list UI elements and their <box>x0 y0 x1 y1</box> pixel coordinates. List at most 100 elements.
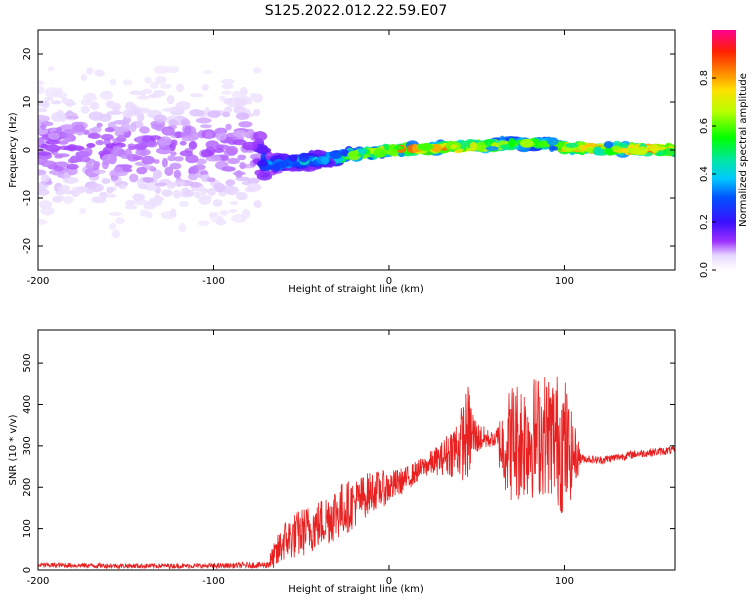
heatmap-cell <box>128 146 136 151</box>
heatmap-cell <box>234 98 248 107</box>
heatmap-cell <box>160 83 172 89</box>
heatmap-cell <box>254 169 264 176</box>
heatmap-cell <box>129 173 139 183</box>
y-tick-label: 300 <box>22 436 33 455</box>
heatmap-cell <box>38 136 44 146</box>
snr-y-label: SNR (10 * v/v) <box>8 414 19 485</box>
heatmap-cell <box>179 140 187 146</box>
y-tick-label: -10 <box>22 190 33 206</box>
heatmap-cell <box>274 161 290 168</box>
heatmap-cell <box>96 122 103 128</box>
heatmap-cell <box>47 132 60 140</box>
heatmap-cell <box>189 109 203 117</box>
heatmap-cell <box>125 200 135 207</box>
heatmap-cell <box>74 146 86 151</box>
heatmap-cell <box>321 156 330 165</box>
colorbar: 0.0 0.2 0.4 0.6 0.8 Normalized spectral ampl… <box>699 30 749 278</box>
heatmap-cell <box>200 124 212 129</box>
y-tick-label: 0 <box>22 567 33 573</box>
heatmap-cell <box>113 166 124 173</box>
heatmap-cell <box>38 85 45 95</box>
heatmap-cell <box>185 154 199 164</box>
heatmap-cell <box>109 222 117 230</box>
heatmap-cell <box>136 112 145 122</box>
heatmap-cell <box>124 148 132 158</box>
heatmap-cell <box>179 150 193 157</box>
heatmap-cell <box>173 169 182 179</box>
spectrogram-x-ticks: -200 -100 0 100 <box>27 30 574 287</box>
heatmap-cell <box>357 148 367 155</box>
heatmap-cell <box>253 108 261 117</box>
heatmap-cell <box>225 179 236 187</box>
heatmap-cell <box>148 197 163 207</box>
heatmap-cell <box>137 178 144 188</box>
heatmap-cell <box>173 181 186 186</box>
heatmap-cell <box>141 155 155 165</box>
heatmap-cell <box>249 92 258 101</box>
heatmap-cell <box>181 136 195 142</box>
heatmap-cell <box>252 131 268 142</box>
heatmap-cell <box>174 131 182 139</box>
heatmap-cell <box>77 156 91 162</box>
y-tick-label: 400 <box>22 395 33 414</box>
heatmap-cell <box>178 222 187 233</box>
heatmap-cell <box>144 76 152 84</box>
heatmap-cell <box>79 208 87 214</box>
heatmap-cell <box>114 129 126 137</box>
y-tick-label: 20 <box>22 48 33 61</box>
heatmap-cell <box>175 101 191 111</box>
heatmap-cell <box>66 163 79 170</box>
x-tick-label: 100 <box>555 576 574 587</box>
heatmap-cell <box>430 143 442 153</box>
heatmap-cell <box>100 133 114 141</box>
snr-series-line <box>38 376 675 570</box>
heatmap-cell <box>194 191 201 199</box>
heatmap-cell <box>450 144 457 150</box>
heatmap-cell <box>83 129 90 135</box>
heatmap-cell <box>247 177 260 184</box>
heatmap-cell <box>202 69 212 75</box>
heatmap-cell <box>232 130 249 138</box>
heatmap-cell <box>162 107 177 112</box>
heatmap-cell <box>167 155 177 162</box>
heatmap-cell <box>80 74 88 81</box>
heatmap-cell <box>477 141 486 146</box>
heatmap-cell <box>199 188 207 196</box>
y-tick-label: 500 <box>22 354 33 373</box>
heatmap-cell <box>201 84 209 91</box>
heatmap-cell <box>51 171 60 176</box>
y-tick-label: 200 <box>22 478 33 497</box>
heatmap-cell <box>85 163 93 169</box>
heatmap-cell <box>132 193 145 201</box>
heatmap-cell <box>54 154 64 159</box>
heatmap-cell <box>87 132 101 139</box>
heatmap-cell <box>149 135 162 140</box>
heatmap-cell <box>82 94 95 100</box>
heatmap-cell <box>219 210 229 216</box>
heatmap-cell <box>225 145 238 156</box>
colorbar-tick-label: 0.6 <box>699 118 710 134</box>
heatmap-cell <box>484 139 493 147</box>
heatmap-cell <box>111 229 121 239</box>
heatmap-cell <box>257 160 269 167</box>
heatmap-cell <box>565 142 578 148</box>
heatmap-cell <box>392 145 405 150</box>
heatmap-cell <box>146 140 158 148</box>
heatmap-cell <box>547 137 559 146</box>
snr-panel: -200 -100 0 100 0 100 200 300 400 500 Height of … <box>8 329 676 595</box>
heatmap-cell <box>47 66 55 72</box>
heatmap-cell <box>222 111 231 118</box>
heatmap-cell <box>207 110 221 118</box>
y-tick-label: 10 <box>22 96 33 109</box>
x-tick-label: 0 <box>386 576 392 587</box>
heatmap-cell <box>110 174 119 181</box>
spectrogram-x-label: Height of straight line (km) <box>288 284 424 295</box>
heatmap-cell <box>86 143 96 148</box>
colorbar-tick-label: 0.0 <box>699 262 710 278</box>
spectrogram-heatmap <box>38 65 675 239</box>
heatmap-cell <box>109 78 117 86</box>
heatmap-cell <box>174 156 184 162</box>
heatmap-cell <box>106 186 114 194</box>
heatmap-cell <box>90 101 100 111</box>
